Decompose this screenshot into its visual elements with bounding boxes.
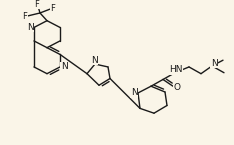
Text: N: N <box>91 56 97 65</box>
Text: F: F <box>22 12 27 21</box>
Text: F: F <box>51 4 55 13</box>
Text: N: N <box>211 59 217 68</box>
Text: O: O <box>173 83 180 92</box>
Text: HN: HN <box>169 65 183 74</box>
Text: N: N <box>131 88 137 97</box>
Text: F: F <box>35 0 40 9</box>
Text: N: N <box>61 62 67 71</box>
Text: N: N <box>27 23 33 32</box>
